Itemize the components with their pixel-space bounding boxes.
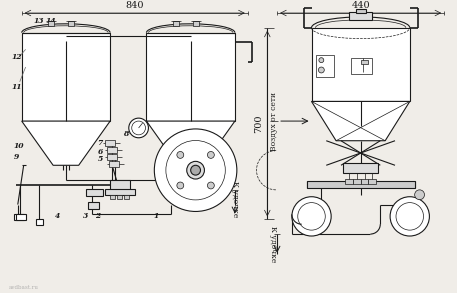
Text: 8: 8 bbox=[123, 130, 128, 138]
Text: 6: 6 bbox=[98, 148, 103, 156]
Bar bbox=[16, 214, 26, 220]
Bar bbox=[368, 179, 377, 184]
Circle shape bbox=[132, 121, 145, 135]
Bar bbox=[361, 179, 368, 184]
Bar bbox=[316, 55, 334, 77]
Bar bbox=[68, 21, 74, 26]
Polygon shape bbox=[312, 101, 410, 141]
Text: Воздух от сети: Воздух от сети bbox=[270, 92, 278, 151]
Polygon shape bbox=[146, 121, 235, 165]
Circle shape bbox=[129, 118, 149, 138]
Bar bbox=[361, 60, 368, 64]
Circle shape bbox=[414, 190, 425, 200]
Text: 9: 9 bbox=[14, 154, 19, 161]
Bar bbox=[14, 214, 24, 220]
Text: 13: 13 bbox=[33, 17, 44, 25]
Text: 1: 1 bbox=[154, 212, 159, 220]
Polygon shape bbox=[21, 121, 110, 165]
Text: 2: 2 bbox=[95, 212, 100, 220]
Text: 840: 840 bbox=[125, 1, 144, 10]
Bar bbox=[173, 21, 179, 26]
Bar bbox=[351, 58, 372, 74]
Circle shape bbox=[207, 182, 214, 189]
Bar bbox=[48, 21, 54, 26]
Text: 3: 3 bbox=[83, 212, 88, 220]
Bar bbox=[85, 189, 103, 196]
Bar bbox=[345, 179, 353, 184]
Circle shape bbox=[187, 161, 204, 179]
Bar bbox=[307, 181, 414, 188]
Bar bbox=[107, 146, 117, 153]
Circle shape bbox=[154, 129, 237, 212]
FancyBboxPatch shape bbox=[146, 33, 235, 121]
Text: К удочке: К удочке bbox=[269, 226, 277, 262]
Circle shape bbox=[207, 151, 214, 158]
Text: 11: 11 bbox=[12, 83, 22, 91]
Bar bbox=[105, 140, 115, 146]
Text: 7: 7 bbox=[98, 139, 103, 147]
Text: 700: 700 bbox=[255, 115, 263, 133]
Bar bbox=[124, 195, 129, 199]
Text: 440: 440 bbox=[351, 1, 370, 10]
Circle shape bbox=[292, 197, 331, 236]
Circle shape bbox=[390, 197, 430, 236]
Bar bbox=[110, 195, 115, 199]
Text: 4: 4 bbox=[55, 212, 61, 220]
Text: 10: 10 bbox=[14, 142, 24, 150]
Text: avdbast.ru: avdbast.ru bbox=[9, 285, 39, 290]
Bar bbox=[117, 195, 122, 199]
Text: 5: 5 bbox=[98, 155, 103, 163]
Bar bbox=[107, 154, 117, 160]
Bar bbox=[343, 163, 378, 173]
Bar bbox=[353, 179, 361, 184]
Bar bbox=[109, 161, 119, 167]
Bar bbox=[193, 21, 198, 26]
Bar bbox=[105, 189, 135, 195]
Circle shape bbox=[319, 67, 324, 73]
Circle shape bbox=[177, 182, 184, 189]
Text: 12: 12 bbox=[12, 53, 22, 61]
Bar bbox=[312, 28, 410, 101]
Bar bbox=[37, 219, 43, 225]
FancyBboxPatch shape bbox=[21, 33, 110, 121]
Text: 14: 14 bbox=[45, 17, 56, 25]
Circle shape bbox=[191, 165, 201, 175]
Text: К удочке: К удочке bbox=[231, 181, 239, 218]
Bar bbox=[349, 12, 372, 20]
Circle shape bbox=[319, 58, 324, 63]
Bar bbox=[356, 9, 366, 13]
Bar bbox=[88, 202, 99, 209]
Circle shape bbox=[177, 151, 184, 158]
Bar bbox=[110, 180, 130, 190]
